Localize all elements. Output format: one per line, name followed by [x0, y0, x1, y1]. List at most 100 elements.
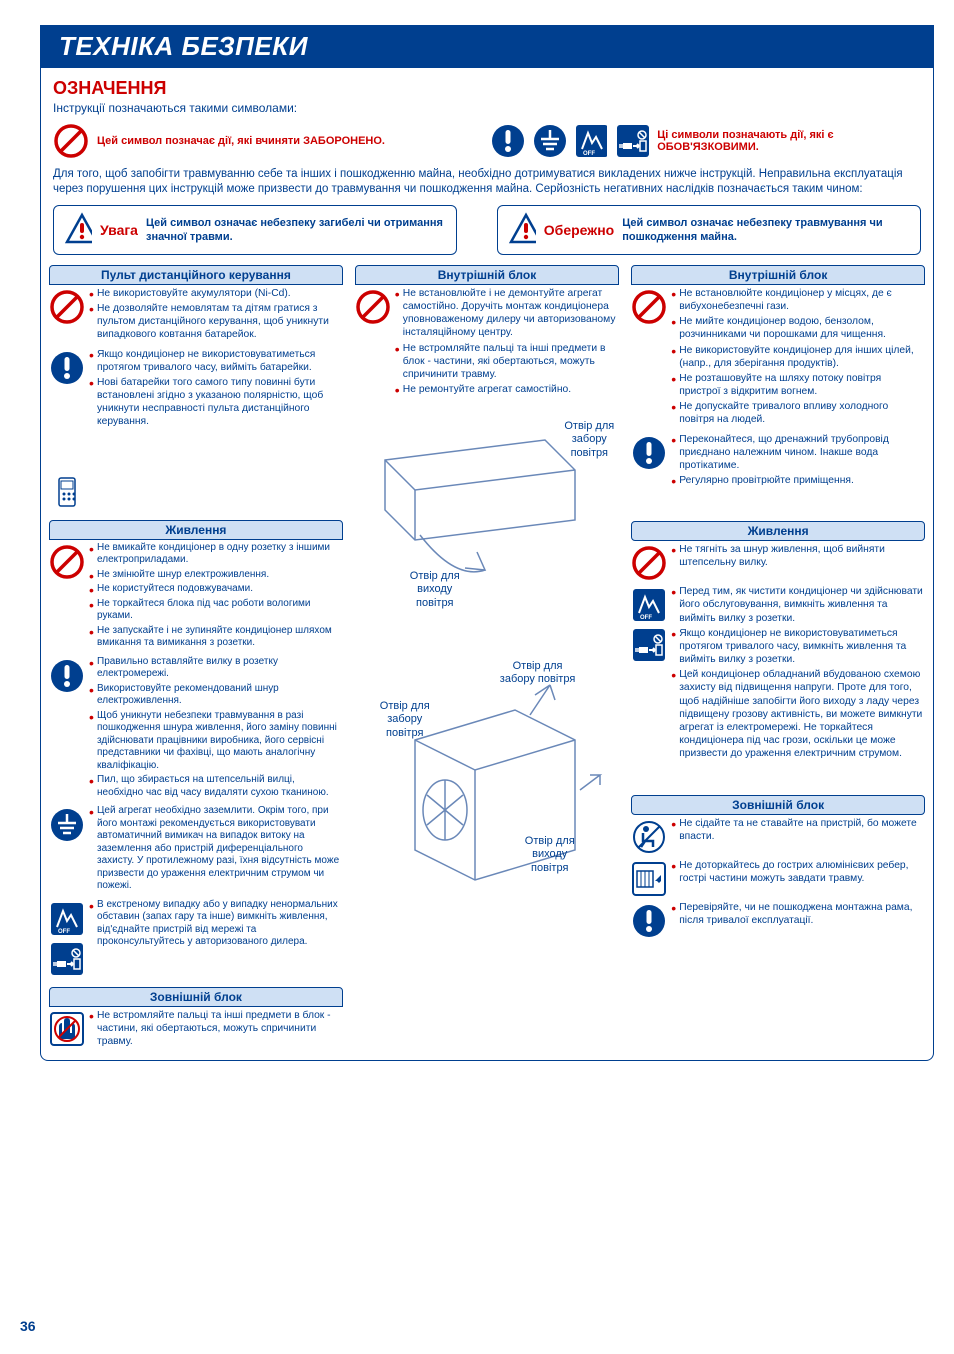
- remote-must-list: Якщо кондиціонер не використовуватиметьс…: [89, 348, 343, 431]
- caution-desc: Цей символ означає небезпеку травмування…: [622, 216, 910, 245]
- nohand-icon: [49, 1011, 85, 1047]
- power-off-icon: [631, 587, 667, 623]
- exclamation-icon: [631, 903, 667, 939]
- list-item: Не ремонтуйте агрегат самостійно.: [395, 383, 619, 396]
- middle-column: Внутрішній блок Не встановлюйте і не дем…: [355, 265, 619, 1052]
- list-item: Не встановлюйте і не демонтуйте агрегат …: [395, 287, 619, 340]
- air-intake2-label: Отвір для забору повітря: [500, 660, 575, 686]
- page-number: 36: [20, 1318, 36, 1334]
- ground-icon: [49, 807, 85, 843]
- list-item: Не використовуйте кондиціонер для інших …: [671, 344, 925, 370]
- remote-prohibit-list: Не використовуйте акумулятори (Ni-Cd). Не…: [89, 287, 343, 344]
- outdoor-right-g1: Не сідайте та не ставайте на пристрій, б…: [671, 817, 925, 845]
- list-item: Не вмикайте кондиціонер в одну розетку з…: [89, 542, 343, 567]
- power-left-g3: Цей агрегат необхідно заземлити. Окрім т…: [89, 805, 343, 895]
- list-item: Використовуйте рекомендований шнур елект…: [89, 683, 343, 708]
- list-item: Правильно вставляйте вилку в розетку еле…: [89, 656, 343, 681]
- indoor-caution-prohibit: Не встановлюйте кондиціонер у місцях, де…: [671, 287, 925, 429]
- indoor-warn-header: Внутрішній блок: [355, 265, 619, 285]
- list-item: Не дозволяйте немовлятам та дітям гратис…: [89, 302, 343, 342]
- air-outlet2-label: Отвір для виходу повітря: [525, 835, 575, 875]
- list-item: Не доторкайтесь до гострих алюмінієвих р…: [671, 859, 925, 885]
- caution-label: Обережно: [544, 222, 614, 238]
- list-item: Регулярно провітрюйте приміщення.: [671, 474, 925, 487]
- power-right-g1: Не тягніть за шнур живлення, щоб вийняти…: [671, 543, 925, 571]
- nosit-icon: [631, 819, 667, 855]
- power-left-g2: Правильно вставляйте вилку в розетку еле…: [89, 656, 343, 802]
- list-item: Якщо кондиціонер не використовуватиметьс…: [671, 627, 925, 667]
- definitions-subtitle: Інструкції позначаються такими символами…: [53, 101, 921, 115]
- list-item: Якщо кондиціонер не використовуватиметьс…: [89, 348, 343, 374]
- outdoor-left-header: Зовнішній блок: [49, 987, 343, 1007]
- list-item: Не тягніть за шнур живлення, щоб вийняти…: [671, 543, 925, 569]
- main-columns: Пульт дистанційного керування Не викорис…: [49, 265, 925, 1052]
- list-item: Не запускайте і не зупиняйте кондиціонер…: [89, 625, 343, 650]
- air-outlet-label: Отвір для виходу повітря: [410, 570, 460, 610]
- symbol-legend-row: Цей символ позначає дії, які вчиняти ЗАБ…: [53, 123, 921, 159]
- remote-header: Пульт дистанційного керування: [49, 265, 343, 285]
- unit-diagram: Отвір для забору повітря Отвір для виход…: [355, 400, 619, 940]
- unplug-icon: [615, 123, 649, 159]
- list-item: Не встановлюйте кондиціонер у місцях, де…: [671, 287, 925, 313]
- unplug-icon: [631, 627, 667, 663]
- list-item: Не встромляйте пальці та інші предмети в…: [89, 1009, 343, 1049]
- prohibit-icon: [631, 545, 667, 581]
- exclamation-icon: [49, 350, 85, 386]
- outdoor-right-g3: Перевіряйте, чи не пошкоджена монтажна р…: [671, 901, 925, 929]
- prohibit-icon: [355, 289, 391, 325]
- exclamation-icon: [490, 123, 524, 159]
- title-bar: ТЕХНІКА БЕЗПЕКИ: [41, 25, 933, 68]
- list-item: Не мийте кондиціонер водою, бензолом, ро…: [671, 315, 925, 341]
- air-intake3-label: Отвір для забору повітря: [380, 700, 430, 740]
- unplug-icon: [49, 941, 85, 977]
- exclamation-icon: [49, 658, 85, 694]
- mandatory-legend-text: Ці символи позначають дії, які є ОБОВ'ЯЗ…: [657, 129, 921, 153]
- prohibit-icon: [631, 289, 667, 325]
- indoor-caution-must: Переконайтеся, що дренажний трубопровід …: [671, 433, 925, 490]
- exclamation-icon: [631, 435, 667, 471]
- list-item: Цей агрегат необхідно заземлити. Окрім т…: [89, 805, 343, 893]
- content-frame: ТЕХНІКА БЕЗПЕКИ ОЗНАЧЕННЯ Інструкції поз…: [40, 25, 934, 1061]
- outdoor-left-list: Не встромляйте пальці та інші предмети в…: [89, 1009, 343, 1051]
- list-item: Не змінюйте шнур електроживлення.: [89, 569, 343, 582]
- right-column: Внутрішній блок Не встановлюйте кондиціо…: [631, 265, 925, 1052]
- indoor-unit-sketch: [365, 430, 595, 580]
- list-item: Пил, що збирається на штепсельній вилці,…: [89, 774, 343, 799]
- prohibit-icon: [49, 289, 85, 325]
- power-off-icon: [49, 901, 85, 937]
- remote-icon: [51, 474, 83, 510]
- warning-label: Увага: [100, 222, 138, 238]
- page: ТЕХНІКА БЕЗПЕКИ ОЗНАЧЕННЯ Інструкції поз…: [0, 0, 954, 1354]
- prohibit-icon: [49, 544, 85, 580]
- list-item: Не використовуйте акумулятори (Ni-Cd).: [89, 287, 343, 300]
- list-item: Переконайтеся, що дренажний трубопровід …: [671, 433, 925, 473]
- severity-row: Увага Цей символ означає небезпеку загиб…: [53, 205, 921, 255]
- power-left-header: Живлення: [49, 520, 343, 540]
- left-column: Пульт дистанційного керування Не викорис…: [49, 265, 343, 1052]
- warning-box: Увага Цей символ означає небезпеку загиб…: [53, 205, 457, 255]
- power-right-header: Живлення: [631, 521, 925, 541]
- power-right-g2: Перед тим, як чистити кондиціонер чи зді…: [671, 585, 925, 762]
- list-item: Не допускайте тривалого впливу холодного…: [671, 400, 925, 426]
- caution-box: Обережно Цей символ означає небезпеку тр…: [497, 205, 921, 255]
- list-item: Не встромляйте пальці та інші предмети в…: [395, 342, 619, 382]
- outdoor-right-header: Зовнішній блок: [631, 795, 925, 815]
- power-left-g1: Не вмикайте кондиціонер в одну розетку з…: [89, 542, 343, 652]
- list-item: Не користуйтеся подовжувачами.: [89, 583, 343, 596]
- indoor-warn-list: Не встановлюйте і не демонтуйте агрегат …: [395, 287, 619, 398]
- prohibit-icon: [53, 123, 89, 159]
- list-item: В екстреному випадку або у випадку ненор…: [89, 899, 343, 949]
- intro-paragraph: Для того, щоб запобігти травмуванню себе…: [53, 167, 921, 197]
- sharp-icon: [631, 861, 667, 897]
- list-item: Не розташовуйте на шляху потоку повітря …: [671, 372, 925, 398]
- definitions-heading: ОЗНАЧЕННЯ: [53, 78, 921, 99]
- list-item: Нові батарейки того самого типу повинні …: [89, 376, 343, 429]
- indoor-caution-header: Внутрішній блок: [631, 265, 925, 285]
- list-item: Не торкайтеся блока під час роботи волог…: [89, 598, 343, 623]
- caution-triangle-icon: [508, 212, 535, 248]
- list-item: Щоб уникнути небезпеки травмування в раз…: [89, 710, 343, 773]
- power-left-g4: В екстреному випадку або у випадку ненор…: [89, 899, 343, 951]
- list-item: Цей кондиціонер обладнаний вбудованою сх…: [671, 668, 925, 760]
- ground-icon: [532, 123, 566, 159]
- air-intake-label: Отвір для забору повітря: [564, 420, 614, 460]
